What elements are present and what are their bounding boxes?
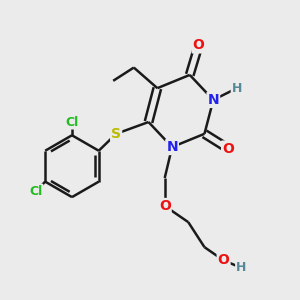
Text: O: O xyxy=(159,199,171,213)
Text: O: O xyxy=(222,142,234,155)
Text: O: O xyxy=(218,254,230,267)
Text: S: S xyxy=(111,127,121,141)
Text: N: N xyxy=(166,140,178,154)
Text: N: N xyxy=(208,93,219,107)
Text: H: H xyxy=(232,82,242,95)
Text: Cl: Cl xyxy=(65,116,79,128)
Text: H: H xyxy=(236,261,247,274)
Text: O: O xyxy=(193,38,205,52)
Text: Cl: Cl xyxy=(29,184,42,198)
